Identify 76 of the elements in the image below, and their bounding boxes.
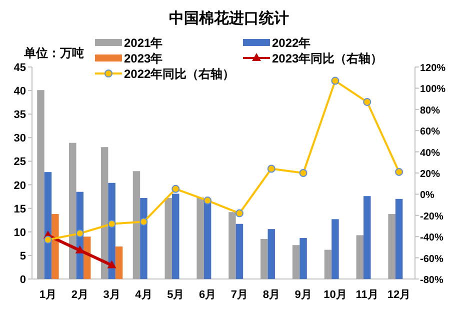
y-tick-label: 5 xyxy=(20,250,26,262)
point xyxy=(299,169,308,177)
x-tick-label: 4月 xyxy=(135,289,152,301)
point xyxy=(331,76,340,85)
legend-label: 2021年 xyxy=(124,36,163,50)
bar xyxy=(52,214,59,279)
x-tick-label: 6月 xyxy=(198,289,216,301)
y2-tick-label: -80% xyxy=(420,275,444,286)
y2-tick-label: -60% xyxy=(420,254,444,265)
y2-tick-label: 0% xyxy=(420,190,435,202)
x-tick-label: 7月 xyxy=(230,289,248,301)
y2-tick-label: 100% xyxy=(420,84,446,96)
bar xyxy=(100,147,108,279)
y2-tick-label: 20% xyxy=(420,169,440,180)
y2-tick-label: 120% xyxy=(420,63,446,74)
point xyxy=(363,98,372,106)
bar xyxy=(115,246,123,279)
y-tick-label: 30 xyxy=(14,132,26,145)
x-tick-label: 9月 xyxy=(294,289,312,301)
point xyxy=(76,229,84,238)
x-tick-label: 8月 xyxy=(262,289,280,301)
x-tick-label: 11月 xyxy=(356,289,378,301)
y-tick-label: 0 xyxy=(20,274,26,286)
y2-tick-label: 60% xyxy=(420,126,440,138)
legend-label: 2022年同比（右轴） xyxy=(124,67,235,81)
bar xyxy=(132,171,140,279)
y-tick-label: 10 xyxy=(14,226,26,239)
bar xyxy=(196,198,204,279)
y-tick-label: 15 xyxy=(14,203,26,216)
x-tick-label: 12月 xyxy=(387,289,411,301)
x-tick-label: 1月 xyxy=(39,289,57,301)
y2-tick-label: -40% xyxy=(420,232,444,244)
y2-tick-label: 40% xyxy=(420,148,440,159)
point xyxy=(235,209,244,218)
point xyxy=(44,236,52,244)
bar xyxy=(140,198,148,279)
y-tick-label: 45 xyxy=(14,62,26,74)
point xyxy=(140,218,148,226)
x-tick-label: 5月 xyxy=(167,289,184,301)
y2-tick-label: 80% xyxy=(420,105,440,116)
bar xyxy=(364,196,371,279)
bar xyxy=(388,214,396,279)
y-tick-label: 35 xyxy=(14,109,26,122)
bar xyxy=(69,142,76,279)
legend-label: 2022年 xyxy=(272,36,311,50)
bar xyxy=(260,238,268,279)
bar xyxy=(356,235,364,279)
x-tick-label: 10月 xyxy=(324,289,347,301)
point xyxy=(395,168,404,176)
bar xyxy=(228,212,236,279)
bar xyxy=(204,200,212,279)
bar xyxy=(332,219,339,279)
x-tick-label: 2月 xyxy=(71,289,88,301)
point xyxy=(204,196,212,205)
bar xyxy=(300,238,307,279)
y-tick-label: 40 xyxy=(14,86,26,98)
y-tick-label: 25 xyxy=(14,156,26,168)
legend-label: 2023年同比（右轴） xyxy=(272,52,383,66)
bar xyxy=(172,194,180,279)
bar xyxy=(164,198,172,279)
y2-tick-label: -20% xyxy=(420,211,444,222)
chart-title: 中国棉花进口统计 xyxy=(169,10,289,27)
point xyxy=(107,260,116,268)
y-tick-label: 20 xyxy=(14,180,26,192)
x-tick-label: 3月 xyxy=(103,289,120,301)
bar xyxy=(292,245,300,279)
point xyxy=(172,184,180,193)
bar xyxy=(236,224,244,279)
bar xyxy=(37,90,44,279)
bar xyxy=(268,229,275,279)
point xyxy=(267,164,276,173)
point xyxy=(108,220,116,228)
text: 单位：万吨 xyxy=(23,46,84,60)
bar xyxy=(324,250,332,279)
legend-label: 2023年 xyxy=(124,52,163,66)
bar xyxy=(395,198,403,279)
